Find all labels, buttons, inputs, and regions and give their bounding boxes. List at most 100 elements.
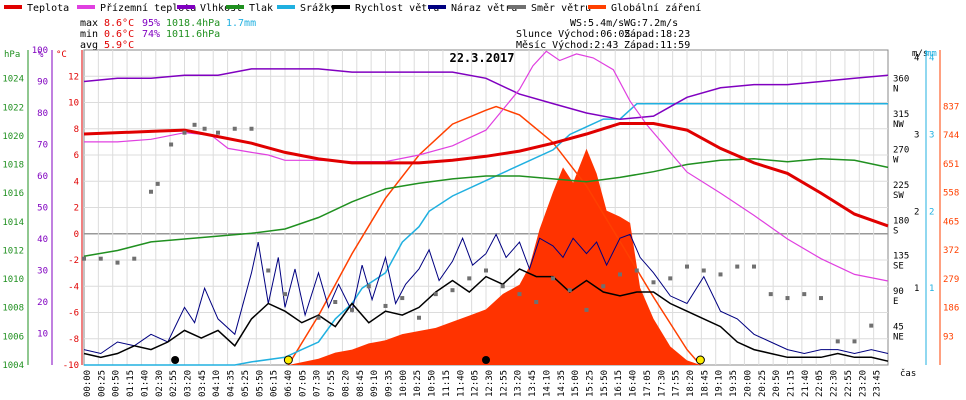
- hpa-tick: 1022: [2, 103, 24, 113]
- time-tick: 22:30: [830, 370, 840, 397]
- wind-direction-point: [567, 288, 572, 293]
- time-tick: 11:15: [442, 370, 452, 397]
- radiation-tick: 372: [943, 246, 959, 256]
- wind-direction-point: [132, 256, 137, 261]
- radiation-tick: 93: [943, 332, 954, 342]
- radiation-tick: 744: [943, 131, 959, 141]
- wind-direction-point: [551, 276, 555, 281]
- time-tick: 03:45: [198, 370, 208, 397]
- time-tick: 07:30: [313, 370, 323, 397]
- moonrise: Měsíc Východ:2:43: [516, 39, 618, 51]
- wind-speed-tick: 4: [914, 54, 919, 64]
- wind-direction-point: [249, 126, 254, 131]
- stat-humidity: 95%: [142, 18, 160, 29]
- wind-dir-label: W: [893, 155, 899, 165]
- legend-label: Přízemní teplota: [100, 2, 196, 14]
- time-tick: 07:05: [298, 370, 308, 397]
- wind-speed-tick: 1: [914, 284, 919, 294]
- wind-gust-line: [83, 233, 889, 355]
- temp-tick: -2: [68, 256, 79, 266]
- stat-temp: 0.6°C: [104, 29, 134, 40]
- hpa-tick: 1010: [2, 275, 24, 285]
- wind-dir-deg: 45: [893, 323, 904, 333]
- wind-direction-point: [216, 130, 220, 135]
- time-tick: 01:40: [140, 370, 150, 397]
- pct-tick: 90: [37, 78, 48, 88]
- time-tick: 11:40: [456, 370, 466, 397]
- wind-speed-tick: 3: [914, 131, 919, 141]
- time-tick: 07:55: [327, 370, 337, 397]
- legend-swatch: [428, 5, 446, 9]
- wind-direction-point: [768, 292, 773, 297]
- legend-label: Tlak: [249, 3, 273, 14]
- temperature-line: [83, 122, 889, 228]
- wind-speed-tick: 2: [914, 207, 919, 217]
- wind-direction-point: [202, 126, 207, 131]
- rain-tick: 4: [929, 54, 934, 64]
- sunrise: Slunce Východ:06:05: [516, 28, 630, 40]
- stat-pressure: 1018.4hPa: [166, 18, 220, 29]
- pct-tick: 60: [37, 172, 48, 182]
- time-tick: 23:20: [858, 370, 868, 397]
- legend-label: Vlhkost: [200, 3, 242, 14]
- time-tick: 19:10: [715, 370, 725, 397]
- stat-pressure: 1011.6hPa: [166, 29, 220, 40]
- stat-rain: 1.7mm: [226, 18, 256, 29]
- pct-tick: 50: [37, 204, 48, 214]
- wind-direction-point: [500, 284, 505, 289]
- legend-swatch: [177, 5, 195, 9]
- temp-tick: 0: [74, 230, 79, 240]
- pct-tick: 20: [37, 298, 48, 308]
- legend-swatch: [277, 5, 295, 9]
- temp-tick: -4: [68, 282, 79, 292]
- legend-label: Globální záření: [611, 2, 701, 14]
- time-tick: 02:30: [155, 370, 165, 397]
- wind-direction-point: [266, 268, 271, 273]
- time-tick: 21:40: [801, 370, 811, 397]
- wind-direction-point: [169, 142, 174, 147]
- wind-dir-label: NE: [893, 333, 904, 343]
- time-tick: 00:50: [112, 370, 122, 397]
- wind-direction-point: [383, 303, 388, 308]
- time-axis-label: čas: [900, 368, 916, 379]
- wind-direction-point: [366, 284, 371, 289]
- wind-gust-max: WG:7.2m/s: [624, 18, 678, 29]
- time-tick: 04:10: [212, 370, 222, 397]
- time-tick: 17:55: [672, 370, 682, 397]
- wind-direction-point: [785, 296, 790, 301]
- pct-tick: 40: [37, 235, 48, 245]
- moonset: Západ:11:59: [624, 39, 690, 51]
- pct-tick: 30: [37, 267, 48, 277]
- wind-dir-deg: 225: [893, 181, 909, 191]
- time-tick: 17:30: [657, 370, 667, 397]
- temp-tick: 8: [74, 125, 79, 135]
- sun-marker: [283, 355, 293, 365]
- wind-direction-point: [584, 307, 589, 312]
- time-tick: 10:50: [428, 370, 438, 397]
- rain-unit: mm: [926, 49, 937, 59]
- time-tick: 02:55: [169, 370, 179, 397]
- wind-dir-label: SW: [893, 191, 904, 201]
- radiation-tick: 651: [943, 160, 959, 170]
- legend-label: Teplota: [27, 3, 69, 14]
- pct-unit: %: [38, 50, 44, 60]
- radiation-tick: 465: [943, 217, 959, 227]
- temp-tick: -8: [68, 335, 79, 345]
- time-tick: 23:45: [873, 370, 883, 397]
- stat-humidity: 74%: [142, 29, 160, 40]
- wind-dir-deg: 90: [893, 287, 904, 297]
- legend-swatch: [77, 5, 95, 9]
- wind-direction-point: [668, 276, 673, 281]
- wind-direction-point: [316, 315, 321, 320]
- hpa-unit: hPa: [4, 50, 20, 60]
- stats-block: max 8.6°C 95% 1018.4hPa 1.7mm min 0.6°C 74% 1011…: [80, 18, 256, 51]
- wind-dir-label: SE: [893, 262, 904, 272]
- wind-direction-point: [484, 268, 488, 273]
- stat-temp: 5.9°C: [104, 40, 134, 51]
- wind-direction-point: [852, 339, 857, 344]
- time-tick: 10:25: [413, 370, 423, 397]
- time-tick: 16:15: [614, 370, 624, 397]
- wind-speed-avg: WS:5.4m/s: [570, 18, 624, 29]
